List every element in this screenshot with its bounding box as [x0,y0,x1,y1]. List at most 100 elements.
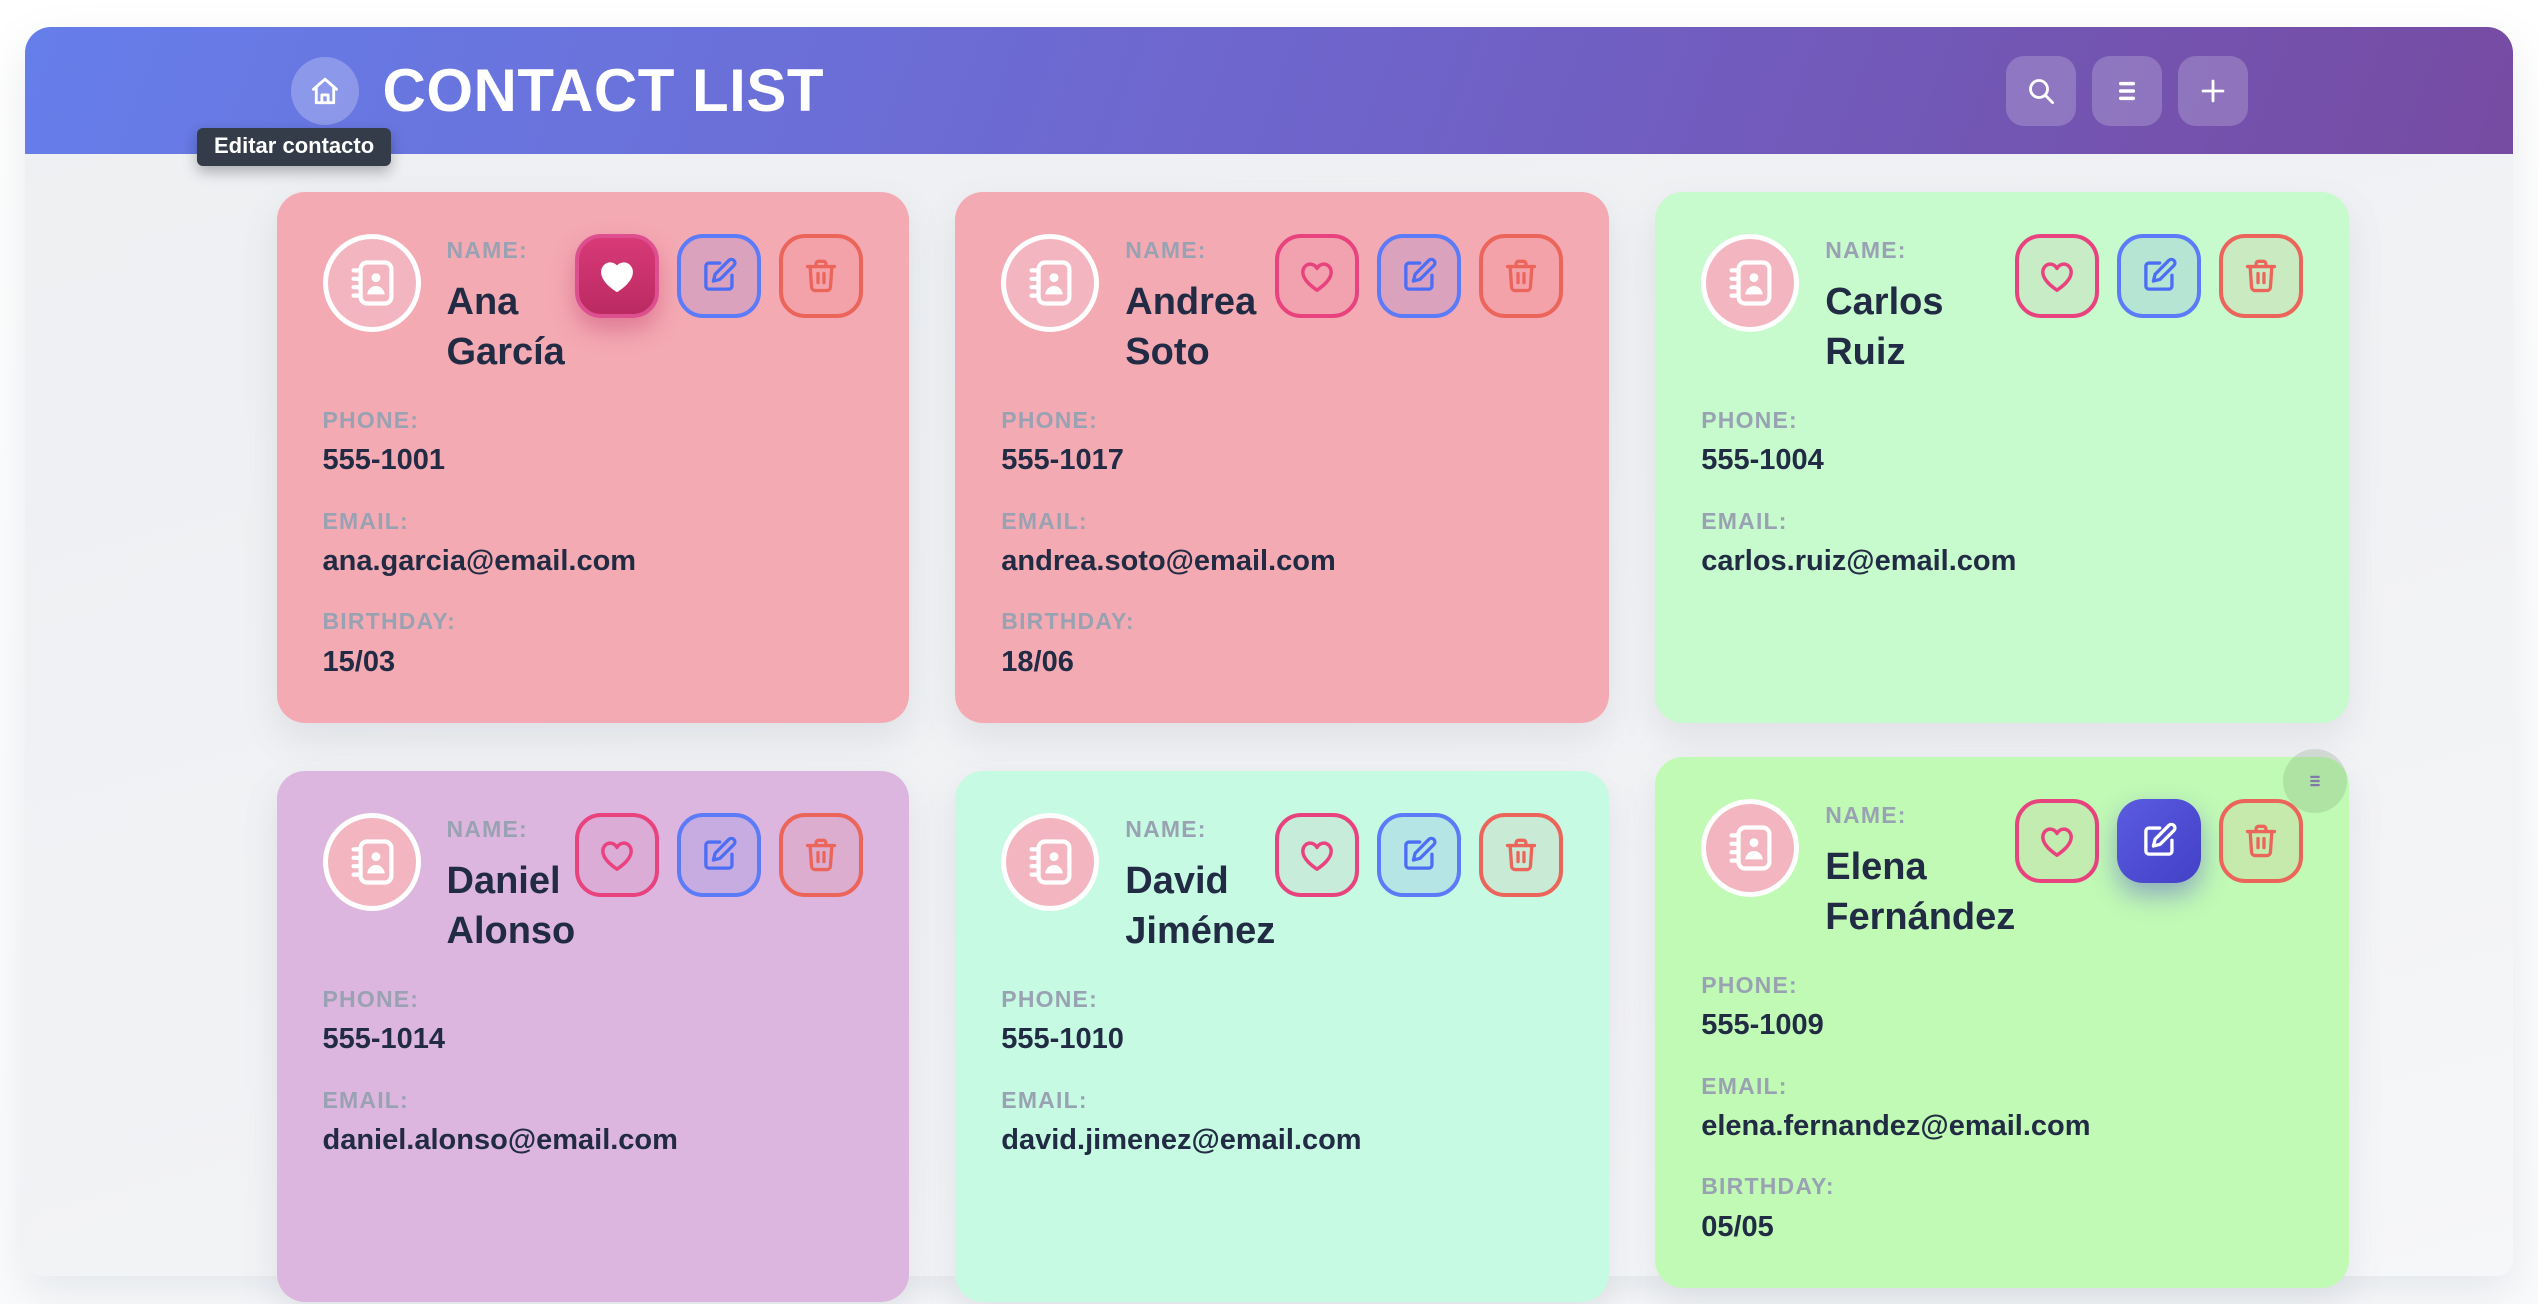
name-label: NAME: [1125,237,1207,263]
birthday-value: 05/05 [1701,1210,1774,1243]
phone-label: PHONE: [322,407,420,434]
heart-icon [596,834,638,876]
name-block: NAME: David Jiménez [1125,816,1275,956]
name-label: NAME: [1825,237,1907,263]
phone-value: 555-1004 [1701,444,1824,477]
contact-card: NAME: Daniel Alonso [276,771,910,1302]
search-button[interactable] [2005,55,2076,126]
home-button[interactable] [290,56,359,125]
favorite-button[interactable] [1275,234,1360,318]
trash-icon [800,834,842,876]
delete-button[interactable] [1479,234,1564,318]
contact-card: NAME: Ana García [276,192,910,723]
delete-button[interactable] [779,234,864,318]
card-actions [575,234,864,318]
favorite-button[interactable] [575,234,660,318]
favorite-button[interactable] [2015,234,2100,318]
phone-field: PHONE: 555-1009 [1701,972,2303,1043]
card-header-row: NAME: Andrea Soto [1001,234,1564,377]
contact-name: Ana García [446,281,565,373]
plus-icon [2196,74,2230,108]
email-value: daniel.alonso@email.com [322,1124,678,1157]
email-field: EMAIL: andrea.soto@email.com [1001,507,1563,579]
contact-card: NAME: David Jiménez [955,771,1610,1302]
email-label: EMAIL: [322,507,409,534]
trash-icon [2240,820,2282,862]
card-actions [2015,799,2304,883]
contact-name: Daniel Alonso [446,860,576,952]
heart-icon [596,255,638,297]
birthday-value: 18/06 [1001,645,1074,678]
favorite-button[interactable] [575,813,660,897]
edit-button[interactable] [677,813,762,897]
edit-icon [698,834,740,876]
birthday-label: BIRTHDAY: [1001,608,1135,635]
delete-button[interactable] [779,813,864,897]
add-contact-button[interactable] [2177,55,2248,126]
contact-card: NAME: Carlos Ruiz [1655,192,2350,723]
name-block: NAME: Elena Fernández [1825,802,2016,942]
delete-button[interactable] [2219,799,2304,883]
email-field: EMAIL: david.jimenez@email.com [1001,1087,1563,1158]
home-icon [307,73,343,109]
phone-label: PHONE: [322,986,420,1013]
search-icon [2024,74,2058,108]
edit-button[interactable] [1377,234,1462,318]
trash-icon [2240,255,2282,297]
edit-icon [1398,255,1440,297]
avatar [322,234,421,332]
birthday-field: BIRTHDAY: 18/06 [1001,609,1563,679]
contact-book-icon [344,834,400,890]
drag-handle[interactable] [2283,749,2348,813]
trash-icon [800,255,842,297]
contact-book-icon [1022,834,1078,890]
edit-button[interactable] [2117,799,2202,883]
edit-icon [1398,834,1440,876]
email-value: andrea.soto@email.com [1001,545,1336,578]
app-container: CONTACT LIST [25,27,2513,1302]
page-title: CONTACT LIST [382,57,824,124]
avatar [1001,813,1100,911]
birthday-label: BIRTHDAY: [322,608,456,635]
trash-icon [1500,834,1542,876]
edit-button[interactable] [677,234,762,318]
card-header-row: NAME: Daniel Alonso [322,813,864,956]
name-block: NAME: Ana García [446,237,576,377]
name-label: NAME: [446,237,528,263]
avatar [1001,234,1100,332]
contact-book-icon [344,255,400,311]
edit-button[interactable] [2117,234,2202,318]
delete-button[interactable] [1479,813,1564,897]
heart-icon [2036,820,2078,862]
card-actions [1275,813,1564,897]
menu-button[interactable] [2091,55,2162,126]
birthday-field: BIRTHDAY: 05/05 [1701,1174,2303,1244]
phone-label: PHONE: [1001,407,1098,434]
phone-value: 555-1014 [322,1023,446,1056]
name-block: NAME: Carlos Ruiz [1825,237,2015,377]
tooltip: Editar contacto [197,128,392,166]
card-header-row: NAME: Elena Fernández [1701,799,2304,942]
edit-button[interactable] [1377,813,1462,897]
contact-name: Elena Fernández [1825,846,2016,938]
trash-icon [1500,255,1542,297]
email-label: EMAIL: [322,1086,409,1113]
delete-button[interactable] [2219,234,2304,318]
contact-name: Carlos Ruiz [1825,281,1944,373]
contact-grid: NAME: Ana García [276,192,2350,1302]
name-label: NAME: [446,816,528,842]
phone-field: PHONE: 555-1017 [1001,407,1563,478]
phone-field: PHONE: 555-1010 [1001,986,1563,1057]
favorite-button[interactable] [2015,799,2100,883]
header-actions [2005,55,2248,126]
email-field: EMAIL: carlos.ruiz@email.com [1701,508,2303,579]
menu-lines-icon [2110,74,2144,108]
card-header-row: NAME: Carlos Ruiz [1701,234,2304,377]
email-label: EMAIL: [1001,507,1088,534]
birthday-value: 15/03 [322,645,396,678]
phone-value: 555-1001 [322,444,446,477]
email-field: EMAIL: ana.garcia@email.com [322,507,864,579]
favorite-button[interactable] [1275,813,1360,897]
heart-icon [1296,255,1338,297]
